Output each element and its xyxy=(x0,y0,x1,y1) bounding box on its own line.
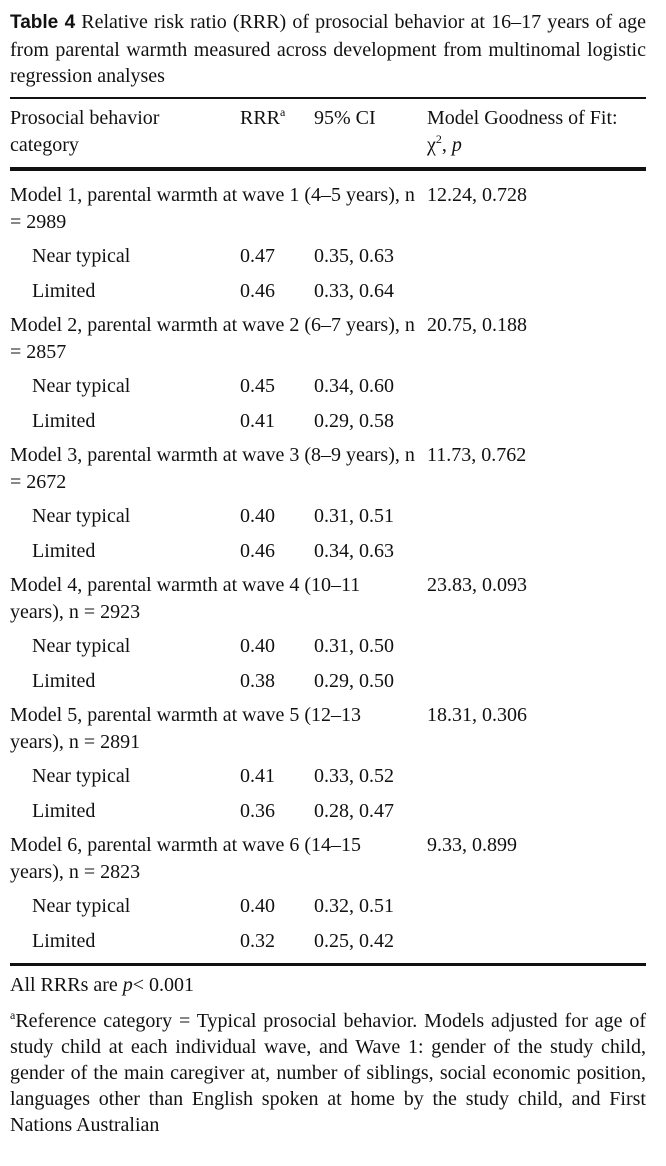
row-category: Near typical xyxy=(32,505,131,527)
row-category: Near typical xyxy=(32,895,131,917)
row-ci: 0.32, 0.51 xyxy=(314,895,394,917)
model-fit: 11.73, 0.762 xyxy=(427,444,527,466)
row-ci: 0.33, 0.64 xyxy=(314,279,394,302)
row-category: Near typical xyxy=(32,635,131,657)
row-ci: 0.31, 0.51 xyxy=(314,505,394,527)
model-label: Model 3, parental warmth at wave 3 (8–9 … xyxy=(10,444,415,493)
caption-text: Relative risk ratio (RRR) of prosocial b… xyxy=(10,11,647,87)
row-ci: 0.29, 0.50 xyxy=(314,669,394,692)
significance-note: All RRRs are p< 0.001 xyxy=(10,972,194,999)
model-label: Model 4, parental warmth at wave 4 (10–1… xyxy=(10,574,361,623)
row-rrr: 0.38 xyxy=(240,669,275,692)
caption: Table 4 Relative risk ratio (RRR) of pro… xyxy=(10,9,646,90)
row-rrr: 0.46 xyxy=(240,279,275,302)
row-category: Limited xyxy=(32,539,96,562)
header-fit-stat: χ2, p xyxy=(427,132,462,159)
row-category: Limited xyxy=(32,409,96,432)
model-fit: 18.31, 0.306 xyxy=(427,704,527,726)
row-ci: 0.33, 0.52 xyxy=(314,765,394,787)
header-rrr-note: a xyxy=(280,105,286,119)
sig-before: All RRRs are xyxy=(10,974,118,996)
row-category: Limited xyxy=(32,669,96,692)
row-category: Limited xyxy=(32,929,96,952)
caption-label: Table 4 xyxy=(10,12,76,33)
row-category: Near typical xyxy=(32,765,131,787)
row-rrr: 0.40 xyxy=(240,635,275,657)
row-rrr: 0.41 xyxy=(240,765,275,787)
top-rule xyxy=(10,97,646,99)
row-rrr: 0.45 xyxy=(240,375,275,397)
row-rrr: 0.32 xyxy=(240,929,275,952)
row-rrr: 0.40 xyxy=(240,895,275,917)
model-fit: 12.24, 0.728 xyxy=(427,184,527,206)
row-rrr: 0.46 xyxy=(240,539,275,562)
row-ci: 0.31, 0.50 xyxy=(314,635,394,657)
header-fit: Model Goodness of Fit: xyxy=(427,107,618,129)
row-rrr: 0.36 xyxy=(240,799,275,822)
row-ci: 0.34, 0.63 xyxy=(314,539,394,562)
footnote: aReference category = Typical prosocial … xyxy=(10,1008,646,1138)
header-category: Prosocial behavior category xyxy=(10,107,160,156)
model-label: Model 5, parental warmth at wave 5 (12–1… xyxy=(10,704,362,753)
model-fit: 23.83, 0.093 xyxy=(427,574,527,596)
chi-exp: 2 xyxy=(435,132,442,146)
row-ci: 0.25, 0.42 xyxy=(314,929,394,952)
row-ci: 0.29, 0.58 xyxy=(314,409,394,432)
model-fit: 9.33, 0.899 xyxy=(427,834,517,856)
row-category: Near typical xyxy=(32,375,131,397)
footnote-marker: a xyxy=(10,1008,16,1022)
chi: χ xyxy=(427,134,436,156)
sig-after: < 0.001 xyxy=(132,974,195,996)
row-ci: 0.28, 0.47 xyxy=(314,799,394,822)
model-label: Model 2, parental warmth at wave 2 (6–7 … xyxy=(10,314,415,363)
row-ci: 0.34, 0.60 xyxy=(314,375,394,397)
model-label: Model 1, parental warmth at wave 1 (4–5 … xyxy=(10,184,415,233)
header-ci: 95% CI xyxy=(314,107,376,129)
row-rrr: 0.41 xyxy=(240,409,275,432)
fit-sep: , xyxy=(441,134,447,156)
model-fit: 20.75, 0.188 xyxy=(427,314,527,336)
row-ci: 0.35, 0.63 xyxy=(314,245,394,267)
row-category: Limited xyxy=(32,799,96,822)
header-rrr-text: RRR xyxy=(240,107,281,129)
header-rule xyxy=(10,167,646,171)
fit-p: p xyxy=(451,134,462,156)
header-rrr: RRRa xyxy=(240,105,285,132)
sig-symbol: p xyxy=(122,974,133,996)
row-rrr: 0.47 xyxy=(240,245,275,267)
bottom-rule xyxy=(10,963,646,966)
row-category: Near typical xyxy=(32,245,131,267)
model-label: Model 6, parental warmth at wave 6 (14–1… xyxy=(10,834,362,883)
row-category: Limited xyxy=(32,279,96,302)
row-rrr: 0.40 xyxy=(240,505,275,527)
footnote-text: Reference category = Typical prosocial b… xyxy=(10,1010,646,1136)
